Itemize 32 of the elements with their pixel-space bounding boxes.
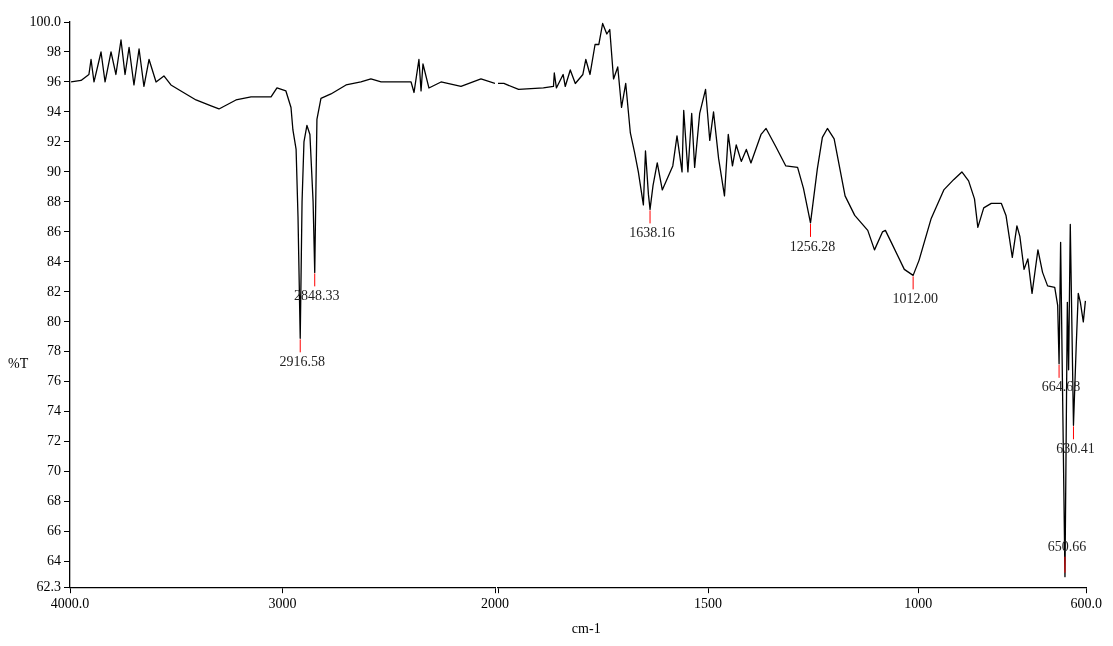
x-tick-label: 2000 xyxy=(481,596,509,612)
annotation: 2916.58 xyxy=(279,354,325,369)
x-tick-label: 1500 xyxy=(694,596,723,612)
y-tick-label: 76 xyxy=(47,373,61,389)
y-tick-label: 70 xyxy=(47,463,61,479)
y-tick-label: 86 xyxy=(47,223,61,239)
x-tick-label: 3000 xyxy=(268,596,297,612)
x-axis-title: cm-1 xyxy=(571,620,601,636)
annotation: 1012.00 xyxy=(892,291,938,307)
annotation: 1256.28 xyxy=(789,238,836,254)
y-tick-label: 82 xyxy=(47,283,61,299)
y-tick-label: 80 xyxy=(47,313,61,329)
y-tick-label: 84 xyxy=(47,253,61,269)
y-tick-label: 66 xyxy=(47,523,61,539)
y-tick-label: 72 xyxy=(47,433,61,449)
y-tick-label: 78 xyxy=(47,343,61,359)
y-tick-label: 62.3 xyxy=(36,578,61,594)
x-tick-label: 600.0 xyxy=(1070,596,1102,612)
y-tick-label: 92 xyxy=(47,133,61,149)
y-tick-label: 94 xyxy=(47,103,61,119)
y-tick-label: 96 xyxy=(47,73,61,89)
y-tick-label: 64 xyxy=(47,553,61,569)
y-tick-label: 100.0 xyxy=(29,13,61,29)
y-axis-title: %T xyxy=(8,356,29,372)
y-tick-label: 98 xyxy=(47,43,61,59)
x-tick-label: 1000 xyxy=(904,596,933,612)
annotation: 1638.16 xyxy=(629,225,675,241)
y-tick-label: 88 xyxy=(47,193,61,209)
y-tick-label: 68 xyxy=(47,493,61,509)
x-tick-label: 4000.0 xyxy=(50,596,90,612)
y-tick-label: 90 xyxy=(47,163,61,179)
y-tick-label: 74 xyxy=(47,403,61,419)
